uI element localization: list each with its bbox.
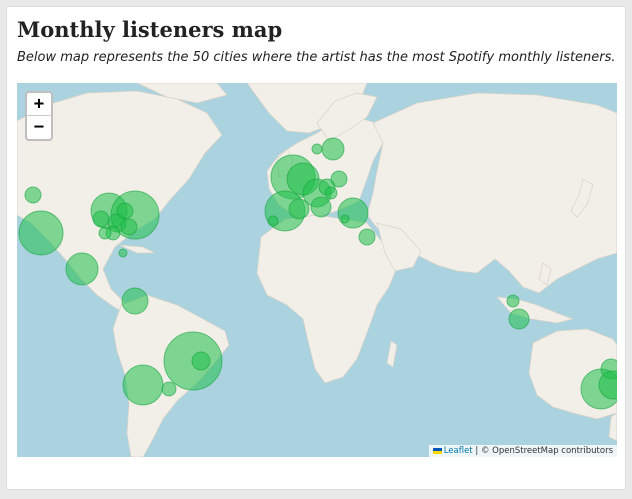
marker-city [92, 210, 110, 228]
map-tiles [17, 83, 617, 457]
marker-city [310, 196, 332, 218]
marker-city [321, 137, 345, 161]
zoom-in-button[interactable]: + [27, 93, 51, 116]
marker-city [288, 198, 310, 220]
land-philippines [538, 262, 552, 286]
land-new-zealand [608, 412, 617, 442]
ukraine-flag-icon [432, 447, 442, 454]
marker-city [65, 252, 99, 286]
marker-city [267, 215, 279, 227]
marker-city [121, 287, 149, 315]
zoom-control: + − [25, 91, 53, 141]
marker-city [324, 186, 338, 200]
osm-attribution: © OpenStreetMap contributors [480, 446, 613, 456]
marker-city [122, 364, 164, 406]
marker-city [340, 214, 350, 224]
map-attribution: Leaflet | © OpenStreetMap contributors [428, 445, 617, 457]
land-arctic-islands [136, 83, 228, 104]
listener-markers [18, 137, 617, 410]
map-subtitle: Below map represents the 50 cities where… [17, 50, 616, 65]
listeners-map-card: Monthly listeners map Below map represen… [6, 6, 626, 490]
marker-city [116, 202, 134, 220]
marker-city [118, 248, 128, 258]
marker-city [330, 170, 348, 188]
land-japan [570, 178, 594, 218]
land-caribbean [118, 244, 156, 254]
land-africa [256, 214, 398, 384]
marker-city [120, 218, 138, 236]
marker-city [161, 381, 177, 397]
marker-city [358, 228, 376, 246]
map-title: Monthly listeners map [17, 17, 283, 42]
marker-city [24, 186, 42, 204]
marker-city [98, 226, 112, 240]
marker-city [311, 143, 323, 155]
marker-city [337, 197, 369, 229]
marker-city [506, 294, 520, 308]
zoom-out-button[interactable]: − [33, 117, 45, 137]
land-arabia [376, 222, 422, 272]
marker-city [508, 308, 530, 330]
land-madagascar [386, 340, 398, 368]
leaflet-link[interactable]: Leaflet [443, 446, 473, 456]
world-map[interactable]: + − Leaflet | © OpenStreetMap contributo… [17, 83, 617, 457]
attribution-separator: | [475, 446, 479, 456]
marker-city [598, 370, 617, 400]
marker-city [18, 210, 64, 256]
marker-city [191, 351, 211, 371]
